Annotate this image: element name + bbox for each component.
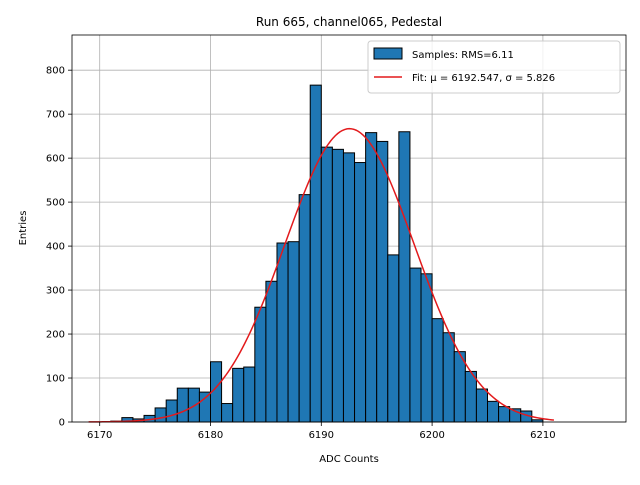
histogram-bar: [243, 366, 256, 423]
histogram-bar: [420, 273, 433, 423]
x-axis-ticks: 6170 6180 6190 6200 6210: [87, 422, 556, 441]
histogram-bars: [110, 84, 544, 423]
y-tick-label: 0: [59, 418, 65, 429]
x-axis-label: ADC Counts: [319, 454, 379, 465]
histogram-bar: [276, 242, 289, 423]
histogram-bar: [287, 241, 300, 423]
histogram-bar: [198, 391, 211, 423]
histogram-bar: [376, 140, 389, 423]
x-tick-label: 6200: [419, 430, 444, 441]
legend-histogram-swatch: [373, 47, 403, 60]
histogram-bar: [342, 152, 356, 423]
y-tick-label: 800: [46, 66, 65, 77]
histogram-bar: [187, 387, 200, 423]
histogram-bar: [254, 306, 267, 423]
histogram-bar: [265, 280, 278, 423]
histogram-bar: [387, 254, 400, 423]
legend-box: [367, 40, 621, 94]
y-tick-label: 600: [46, 154, 65, 165]
histogram-bar: [464, 370, 477, 423]
legend: Samples: RMS=6.11 Fit: μ = 6192.547, σ =…: [367, 40, 621, 94]
x-tick-label: 6170: [87, 430, 112, 441]
histogram-bar: [165, 399, 178, 423]
fit-curve: [88, 127, 555, 423]
histogram-bar: [442, 332, 455, 423]
legend-histogram-label: Samples: RMS=6.11: [412, 50, 514, 61]
y-tick-label: 400: [46, 242, 65, 253]
histogram-bar: [475, 388, 489, 423]
histogram-bar: [221, 403, 234, 423]
histogram-bar: [398, 131, 411, 423]
histogram-bar: [298, 194, 311, 423]
histogram-bar: [354, 162, 367, 423]
histogram-bar: [320, 146, 333, 423]
x-tick-label: 6210: [530, 430, 555, 441]
histogram-bar: [176, 387, 189, 423]
y-tick-label: 500: [46, 198, 65, 209]
x-tick-label: 6180: [198, 430, 223, 441]
histogram-bar: [309, 84, 322, 423]
y-axis-label: Entries: [18, 211, 29, 246]
histogram-bar: [498, 406, 511, 423]
histogram-bar: [487, 400, 500, 423]
y-tick-label: 100: [46, 374, 65, 385]
histogram-bar: [453, 351, 466, 423]
y-axis-ticks: 0 100 200 300 400 500 600 700 800: [46, 66, 72, 429]
histogram-bar: [431, 318, 444, 423]
chart-title: Run 665, channel065, Pedestal: [256, 15, 442, 29]
y-tick-label: 700: [46, 110, 65, 121]
x-tick-label: 6190: [309, 430, 334, 441]
histogram-bar: [232, 367, 245, 423]
plot-frame: [71, 34, 627, 423]
histogram-bar: [365, 132, 378, 423]
y-tick-label: 300: [46, 286, 65, 297]
y-tick-label: 200: [46, 330, 65, 341]
histogram-bar: [154, 407, 167, 423]
legend-fit-label: Fit: μ = 6192.547, σ = 5.826: [412, 73, 555, 84]
histogram-bar: [409, 267, 422, 423]
histogram-bar: [331, 148, 344, 423]
